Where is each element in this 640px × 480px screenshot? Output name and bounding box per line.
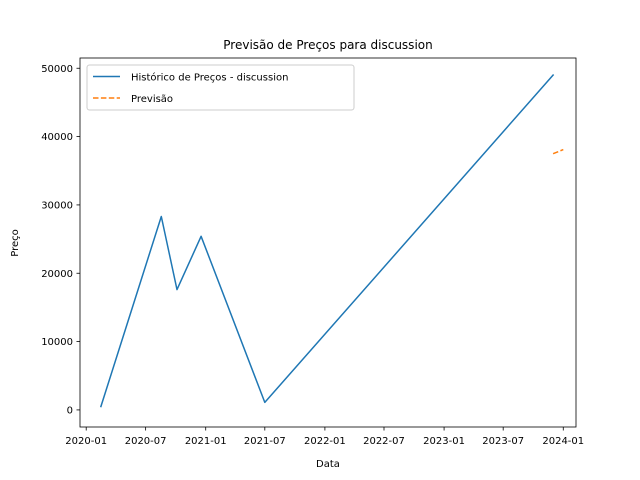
series-line-1 — [552, 148, 564, 155]
y-tick-label: 30000 — [41, 200, 73, 211]
legend-label-1: Previsão — [131, 94, 173, 105]
x-tick-label: 2020-01 — [65, 436, 107, 447]
y-tick-label: 10000 — [41, 337, 73, 348]
series-line-0 — [99, 74, 555, 408]
x-tick-label: 2024-01 — [542, 436, 584, 447]
x-tick-label: 2022-01 — [304, 436, 346, 447]
y-tick-label: 50000 — [41, 64, 73, 75]
x-tick-label: 2022-07 — [363, 436, 405, 447]
legend-label-0: Histórico de Preços - discussion — [131, 72, 288, 84]
x-axis-label: Data — [316, 459, 340, 470]
x-axis: 2020-01 2020-07 2021-01 2021-07 2022-01 2022-… — [65, 427, 584, 447]
y-axis-label: Preço — [10, 229, 21, 257]
y-axis: 0 10000 20000 30000 40000 50000 — [41, 64, 80, 416]
axes-frame — [79, 57, 577, 428]
chart-title: Previsão de Preços para discussion — [223, 38, 432, 52]
x-tick-label: 2020-07 — [125, 436, 167, 447]
y-tick-label: 20000 — [41, 269, 73, 280]
x-tick-label: 2023-07 — [482, 436, 524, 447]
legend-box — [86, 64, 355, 111]
plot-area — [79, 57, 577, 428]
legend: Histórico de Preços - discussion Previsão — [86, 64, 355, 111]
x-tick-label: 2023-01 — [423, 436, 465, 447]
x-tick-label: 2021-07 — [244, 436, 286, 447]
y-tick-label: 40000 — [41, 132, 73, 143]
y-tick-label: 0 — [67, 405, 73, 416]
x-tick-label: 2021-01 — [185, 436, 227, 447]
